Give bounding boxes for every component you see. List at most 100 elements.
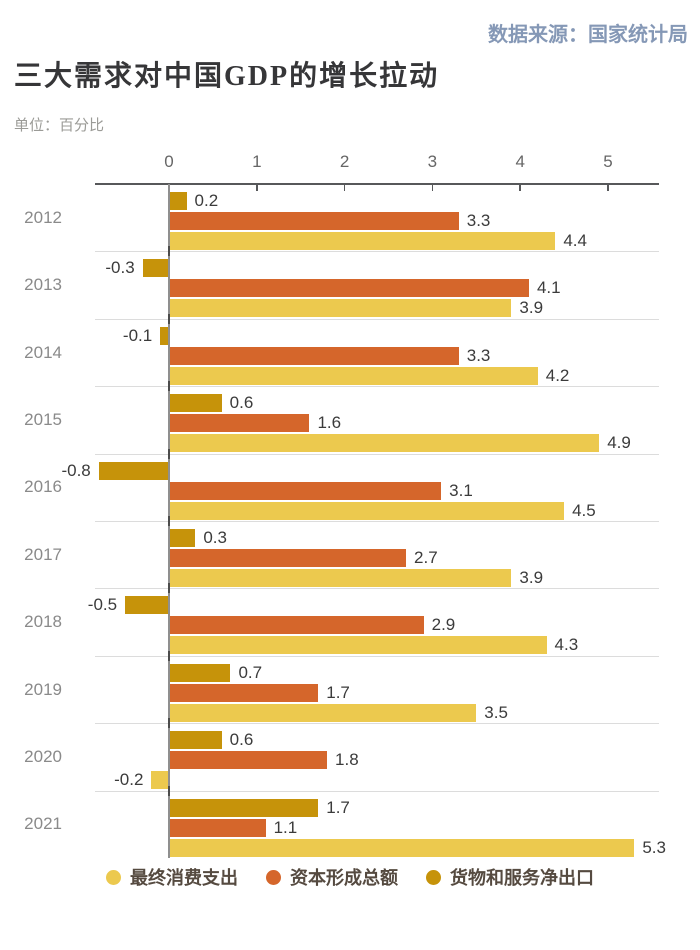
- bar-capital-formation: [169, 346, 459, 365]
- bar-value-label: 0.3: [203, 528, 227, 547]
- row-separator: [95, 453, 659, 455]
- bar-value-label: -0.8: [61, 460, 91, 480]
- group-boundary-tick: [167, 313, 171, 324]
- bar-capital-formation: [169, 549, 407, 567]
- bar-value-label: 5.3: [642, 837, 666, 857]
- row-separator: [95, 723, 659, 725]
- x-tick-label: 0: [164, 152, 174, 171]
- group-boundary-tick: [167, 650, 171, 661]
- bar-net-exports: [98, 461, 169, 480]
- group-boundary-tick: [167, 246, 171, 257]
- legend-swatch-net-exports: [426, 869, 441, 885]
- bar-net-exports: [169, 663, 231, 682]
- bar-value-label: 1.1: [273, 817, 298, 837]
- year-label: 2013: [24, 275, 62, 295]
- bar-final-consumption: [169, 232, 556, 250]
- bar-value-label: -0.1: [122, 325, 153, 345]
- bar-capital-formation: [169, 616, 424, 635]
- bar-final-consumption: [169, 569, 512, 587]
- bar-value-label: 1.7: [326, 682, 350, 702]
- bar-final-consumption: [169, 636, 547, 655]
- year-label: 2012: [24, 207, 62, 227]
- bar-final-consumption: [151, 771, 169, 790]
- bar-value-label: 0.2: [194, 191, 219, 210]
- year-label: 2016: [24, 477, 62, 497]
- bar-final-consumption: [169, 299, 512, 318]
- bar-value-label: 2.7: [414, 548, 438, 567]
- x-tick-label: 5: [603, 152, 613, 171]
- group-boundary-tick: [167, 718, 171, 729]
- x-tick-mark: [431, 184, 434, 191]
- legend-label-net-exports: 货物和服务净出口: [450, 868, 594, 888]
- bar-value-label: 1.8: [335, 750, 359, 770]
- x-tick-mark: [519, 184, 521, 191]
- bar-value-label: 0.6: [229, 393, 254, 413]
- bar-net-exports: [169, 192, 187, 210]
- bar-value-label: 0.7: [238, 662, 263, 682]
- year-label: 2015: [24, 409, 62, 429]
- bar-value-label: 1.7: [326, 797, 350, 817]
- legend-item-net-exports: 货物和服务净出口: [426, 864, 594, 890]
- bar-net-exports: [169, 798, 319, 817]
- group-boundary-tick: [167, 516, 171, 526]
- bar-final-consumption: [169, 838, 635, 857]
- bar-value-label: -0.5: [87, 595, 118, 615]
- bar-net-exports: [169, 394, 222, 413]
- legend-label-final-consumption: 最终消费支出: [130, 868, 238, 888]
- bar-value-label: 4.4: [563, 231, 587, 250]
- legend-item-capital-formation: 资本形成总额: [266, 864, 398, 890]
- bar-value-label: -0.2: [114, 770, 144, 790]
- bar-value-label: 3.1: [449, 480, 473, 500]
- x-tick-mark: [607, 184, 609, 191]
- x-axis-line: [95, 182, 659, 185]
- bar-net-exports: [169, 731, 222, 750]
- year-label: 2017: [24, 544, 62, 564]
- bar-value-label: 2.9: [431, 615, 456, 635]
- year-label: 2018: [24, 612, 62, 632]
- year-label: 2020: [24, 746, 62, 766]
- bar-capital-formation: [169, 818, 266, 837]
- legend-swatch-capital-formation: [266, 869, 281, 885]
- bar-final-consumption: [169, 434, 600, 453]
- x-tick-mark: [343, 184, 346, 191]
- bar-value-label: 3.5: [484, 702, 508, 722]
- bar-value-label: 3.9: [519, 298, 544, 318]
- bar-value-label: 0.6: [229, 730, 254, 750]
- year-label: 2021: [24, 814, 62, 834]
- bar-capital-formation: [169, 279, 529, 298]
- bar-value-label: 3.3: [466, 211, 491, 230]
- bar-capital-formation: [169, 414, 310, 433]
- x-tick-label: 1: [252, 152, 262, 171]
- year-label: 2014: [24, 342, 62, 362]
- group-boundary-tick: [167, 785, 171, 796]
- legend-item-final-consumption: 最终消费支出: [106, 864, 238, 890]
- row-separator: [95, 521, 659, 522]
- bar-capital-formation: [169, 683, 319, 702]
- bar-final-consumption: [169, 501, 565, 520]
- bar-net-exports: [142, 259, 169, 278]
- year-label: 2019: [24, 679, 62, 699]
- row-separator: [95, 386, 659, 388]
- bar-final-consumption: [169, 366, 538, 385]
- row-separator: [95, 790, 659, 792]
- group-boundary-tick: [167, 448, 171, 459]
- x-tick-label: 3: [427, 152, 438, 171]
- x-tick-label: 4: [515, 152, 525, 171]
- chart-legend: 最终消费支出 资本形成总额 货物和服务净出口: [0, 864, 700, 890]
- bar-net-exports: [125, 596, 169, 615]
- unit-label: 单位：百分比: [14, 117, 105, 134]
- bar-value-label: 4.1: [536, 278, 561, 298]
- bar-value-label: 3.3: [466, 345, 491, 365]
- bar-capital-formation: [169, 481, 442, 500]
- legend-label-capital-formation: 资本形成总额: [290, 868, 398, 888]
- x-tick-mark: [256, 184, 258, 191]
- bar-value-label: 4.2: [545, 365, 570, 385]
- chart-title: 三大需求对中国GDP的增长拉动: [14, 61, 440, 92]
- bar-value-label: 4.5: [572, 500, 596, 520]
- legend-swatch-final-consumption: [106, 869, 121, 885]
- group-boundary-tick: [167, 381, 171, 392]
- bar-value-label: 4.3: [554, 635, 579, 655]
- bar-capital-formation: [169, 751, 328, 770]
